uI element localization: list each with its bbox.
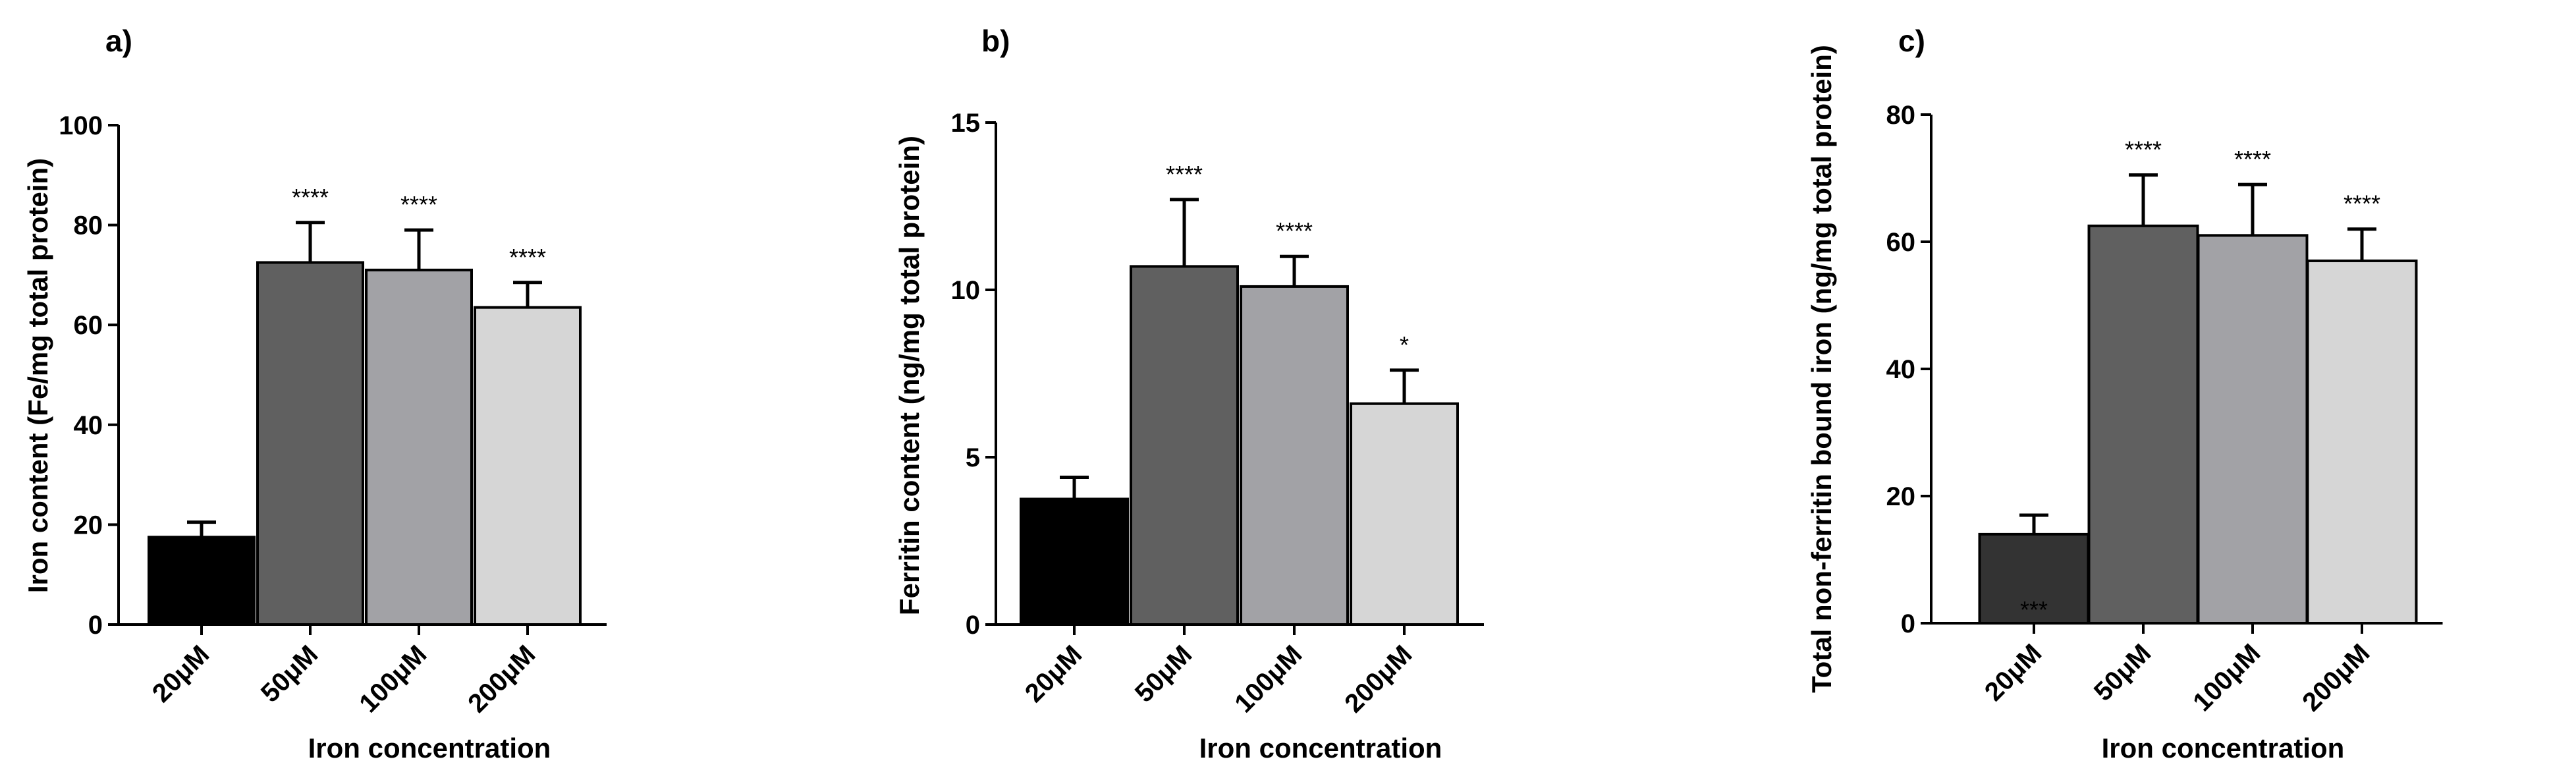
significance-label: ****: [292, 184, 329, 211]
y-tick-label: 40: [74, 411, 103, 440]
chart-panel-c: c) Total non-ferritin bound iron (ng/mg …: [1806, 24, 2443, 764]
x-tick-label: 100μM: [2187, 638, 2266, 717]
panel-label: a): [105, 24, 132, 58]
x-tick-label: 100μM: [1229, 640, 1307, 718]
y-tick-label: 80: [1886, 101, 1916, 130]
significance-label: ****: [400, 191, 437, 218]
chart-panel-b: b) Ferritin content (ng/mg total protein…: [894, 24, 1484, 764]
x-axis-label: Iron concentration: [2102, 733, 2345, 764]
x-tick-label: 100μM: [354, 640, 432, 718]
significance-label: *: [1400, 331, 1409, 358]
x-tick-label: 200μM: [1339, 640, 1417, 718]
significance-label: ****: [2343, 190, 2380, 217]
bar: [1020, 497, 1129, 626]
panel-label: c): [1898, 24, 1925, 58]
x-tick-label: 20μM: [1979, 638, 2047, 706]
bar: [2306, 259, 2418, 625]
x-tick-label: 50μM: [1130, 640, 1197, 708]
y-tick-label: 20: [74, 511, 103, 540]
bar: [256, 261, 364, 626]
y-tick-label: 60: [1886, 228, 1916, 257]
bar: [365, 268, 473, 626]
y-tick-label: 20: [1886, 482, 1916, 511]
bar: [1130, 265, 1239, 626]
y-tick-label: 10: [951, 276, 981, 305]
y-tick-label: 40: [1886, 355, 1916, 384]
y-axis-label: Total non-ferritin bound iron (ng/mg tot…: [1806, 45, 1837, 693]
bar: [474, 306, 582, 626]
bar: [1240, 285, 1349, 627]
y-tick-label: 15: [951, 109, 981, 138]
x-axis-label: Iron concentration: [1199, 733, 1442, 764]
x-tick-label: 50μM: [256, 640, 323, 708]
bar: [2197, 234, 2309, 625]
significance-label: ****: [509, 244, 546, 271]
y-tick-label: 5: [966, 443, 980, 472]
significance-label: ***: [2020, 596, 2048, 623]
x-tick-label: 20μM: [147, 640, 215, 708]
y-tick-label: 100: [59, 111, 103, 140]
bar: [1350, 402, 1459, 626]
bar: [2087, 224, 2199, 625]
y-tick-label: 80: [74, 211, 103, 240]
y-tick-label: 0: [88, 611, 103, 640]
bar: [148, 536, 256, 626]
chart-panel-a: a) Iron content (Fe/mg total protein) Ir…: [22, 24, 607, 764]
x-tick-label: 20μM: [1020, 640, 1087, 708]
significance-label: ****: [1276, 217, 1313, 244]
y-tick-label: 60: [74, 311, 103, 340]
significance-label: ****: [2125, 136, 2162, 163]
significance-label: ****: [1166, 161, 1203, 188]
x-axis-label: Iron concentration: [308, 733, 551, 764]
y-tick-label: 0: [1901, 609, 1915, 638]
x-tick-label: 200μM: [462, 640, 541, 718]
y-axis-label: Ferritin content (ng/mg total protein): [894, 136, 925, 615]
y-axis-label: Iron content (Fe/mg total protein): [22, 158, 53, 593]
x-tick-label: 50μM: [2089, 638, 2156, 706]
significance-label: ****: [2234, 146, 2271, 173]
y-tick-label: 0: [966, 611, 980, 640]
panel-label: b): [981, 24, 1010, 58]
x-tick-label: 200μM: [2297, 638, 2375, 717]
